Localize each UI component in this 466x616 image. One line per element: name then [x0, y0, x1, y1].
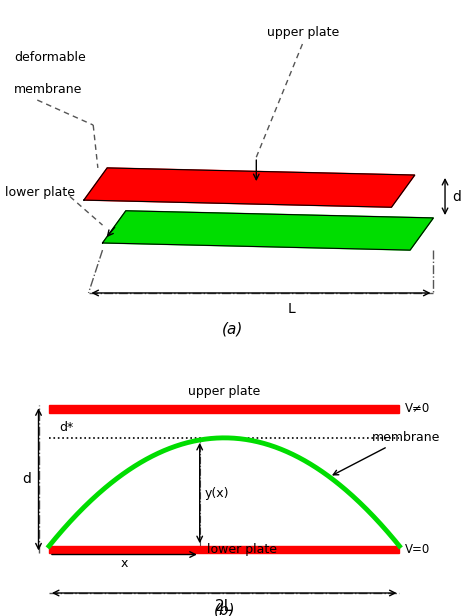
- Text: lower plate: lower plate: [207, 543, 277, 556]
- Text: lower plate: lower plate: [5, 187, 75, 200]
- Bar: [49, 546, 399, 553]
- Text: x: x: [121, 557, 128, 570]
- Text: deformable: deformable: [14, 51, 86, 64]
- Text: 2L: 2L: [215, 599, 233, 614]
- Text: L: L: [288, 302, 295, 316]
- Text: (b): (b): [213, 602, 235, 616]
- Text: d*: d*: [60, 421, 74, 434]
- Text: upper plate: upper plate: [267, 26, 339, 39]
- Bar: [49, 405, 399, 413]
- Polygon shape: [103, 211, 433, 250]
- Text: y(x): y(x): [205, 487, 229, 500]
- Text: upper plate: upper plate: [188, 385, 260, 398]
- Text: (a): (a): [222, 321, 244, 336]
- Text: V=0: V=0: [404, 543, 430, 556]
- Polygon shape: [84, 168, 415, 207]
- Text: membrane: membrane: [14, 83, 82, 97]
- Text: d: d: [452, 190, 461, 203]
- Text: membrane: membrane: [333, 431, 440, 475]
- Text: d: d: [23, 472, 32, 487]
- Text: V≠0: V≠0: [404, 402, 430, 416]
